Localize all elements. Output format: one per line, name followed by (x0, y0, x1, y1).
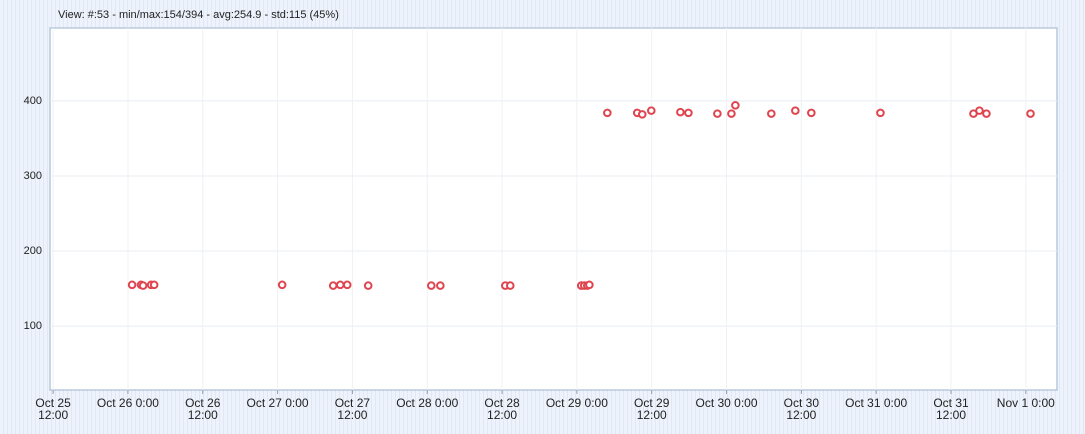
x-tick-label: Oct 30 0:00 (695, 396, 758, 410)
x-tick-label: Oct 29 12:00 (634, 396, 670, 422)
x-tick-label: Oct 29 0:00 (545, 396, 608, 410)
point (505, 281, 515, 290)
point (426, 281, 436, 290)
point (727, 109, 736, 118)
point (342, 280, 352, 290)
x-tick-label: Oct 27 12:00 (334, 396, 371, 422)
point (1026, 109, 1035, 118)
x-tick-label: Oct 30 12:00 (783, 396, 820, 422)
point (684, 108, 693, 118)
point (791, 106, 800, 115)
point (676, 107, 685, 117)
point (603, 108, 612, 118)
point (149, 280, 159, 290)
x-tick-label: Nov 1 0:00 (996, 396, 1055, 410)
chart-title: View: #:53 - min/max:154/394 - avg:254.9… (58, 9, 339, 21)
x-tick-label: Oct 31 12:00 (933, 396, 969, 422)
point (328, 281, 338, 290)
y-tick-label: 200 (24, 245, 42, 257)
point (277, 280, 287, 290)
x-tick-label: Oct 25 12:00 (35, 396, 71, 422)
point (731, 101, 740, 110)
x-tick-label: Oct 26 12:00 (185, 396, 221, 422)
y-tick-label: 300 (24, 170, 42, 182)
point (436, 281, 445, 290)
plot-area (49, 27, 1058, 391)
x-tick-label: Oct 27 0:00 (246, 396, 309, 410)
x-tick-label: Oct 28 12:00 (484, 396, 520, 422)
point (713, 109, 722, 118)
point (807, 108, 816, 118)
point (585, 280, 594, 290)
x-tick-label: Oct 26 0:00 (96, 396, 159, 410)
point (127, 280, 137, 290)
x-tick-label: Oct 31 0:00 (845, 396, 908, 410)
point (876, 108, 885, 118)
y-tick-label: 400 (24, 95, 42, 107)
point (646, 106, 656, 115)
x-tick-label: Oct 28 0:00 (396, 396, 459, 410)
point (637, 110, 647, 119)
point (975, 106, 984, 115)
y-tick-label: 100 (24, 320, 42, 332)
point (767, 109, 776, 118)
point (138, 281, 148, 290)
point (335, 280, 345, 290)
point (363, 281, 373, 290)
point (982, 109, 991, 118)
